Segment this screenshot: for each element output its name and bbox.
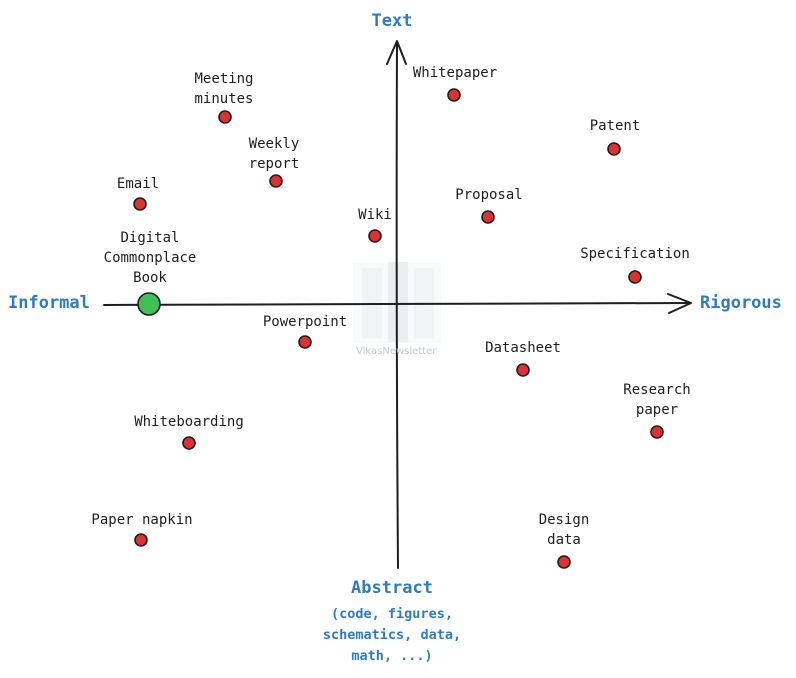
point-email [133, 197, 147, 211]
axis-bottom-note-1: (code, figures, [331, 606, 453, 622]
label-research-paper: Research paper [623, 382, 691, 418]
label-design-data: Design data [538, 512, 590, 548]
label-patent: Patent [589, 118, 641, 134]
point-whitepaper [447, 88, 461, 102]
point-wiki [368, 229, 382, 243]
point-meeting-minutes [218, 110, 232, 124]
point-specification [628, 270, 642, 284]
point-whiteboarding [182, 436, 196, 450]
point-patent [607, 142, 621, 156]
point-datasheet [516, 363, 530, 377]
point-research-paper [650, 425, 664, 439]
label-datasheet: Datasheet [485, 340, 561, 356]
label-weekly-report: Weekly report [248, 136, 300, 172]
watermark-text: VikasNewsletter [356, 346, 437, 357]
point-powerpoint [298, 335, 312, 349]
label-paper-napkin: Paper napkin [91, 512, 193, 528]
axis-label-right: Rigorous [700, 293, 782, 313]
label-specification: Specification [580, 246, 690, 262]
vertical-axis [395, 41, 399, 569]
label-whiteboarding: Whiteboarding [134, 414, 244, 430]
label-digital-commonplace-book: Digital Commonplace Book [103, 230, 197, 286]
label-wiki: Wiki [358, 207, 392, 223]
axis-bottom-note-2: schematics, data, [322, 627, 462, 643]
point-design-data [557, 555, 571, 569]
point-paper-napkin [134, 533, 148, 547]
right-arrowhead [667, 293, 692, 314]
label-proposal: Proposal [455, 187, 523, 203]
axis-label-top: Text [371, 11, 413, 31]
label-email: Email [116, 176, 160, 192]
point-digital-commonplace-book [137, 292, 161, 316]
label-meeting-minutes: Meeting minutes [194, 71, 254, 107]
axis-label-left: Informal [8, 293, 90, 313]
point-weekly-report [269, 174, 283, 188]
axis-bottom-note-3: math, ...) [351, 648, 433, 664]
horizontal-axis [103, 302, 691, 306]
axis-label-bottom: Abstract [351, 578, 433, 598]
label-whitepaper: Whitepaper [412, 65, 498, 81]
point-proposal [481, 210, 495, 224]
up-arrowhead [386, 40, 407, 65]
label-powerpoint: Powerpoint [262, 314, 348, 330]
